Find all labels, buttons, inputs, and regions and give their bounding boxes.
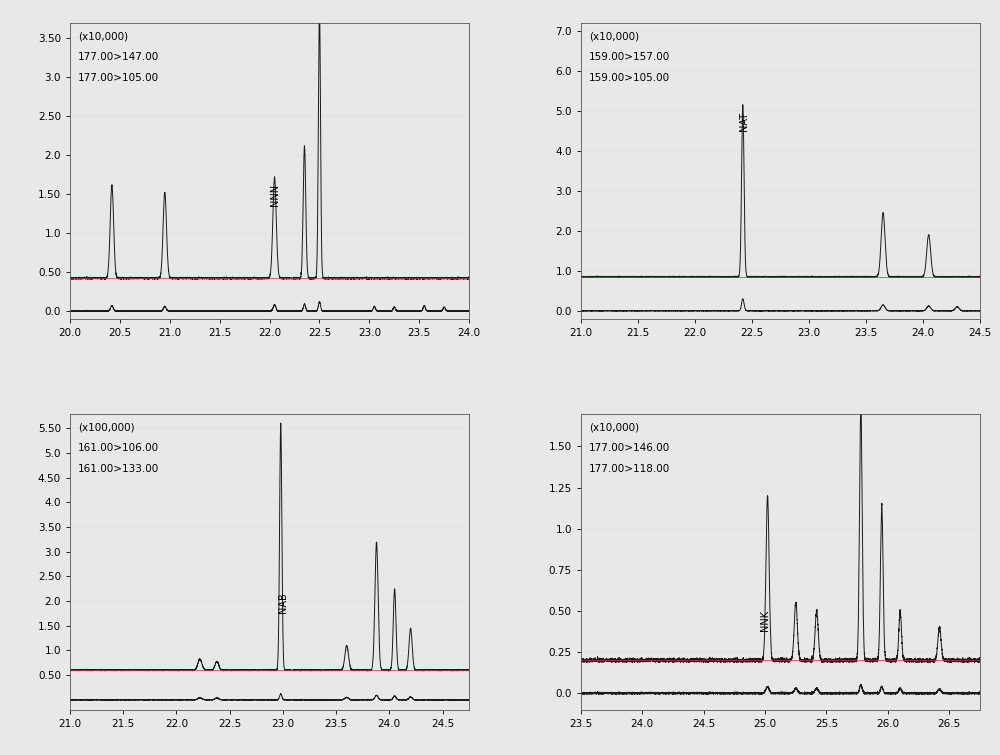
Text: 177.00>147.00: 177.00>147.00 [78,52,159,62]
Text: NAB: NAB [278,593,288,614]
Text: NNK: NNK [760,609,770,630]
Text: 161.00>133.00: 161.00>133.00 [78,464,159,474]
Text: 177.00>118.00: 177.00>118.00 [589,464,670,474]
Text: 177.00>146.00: 177.00>146.00 [589,443,670,453]
Text: 161.00>106.00: 161.00>106.00 [78,443,159,453]
Text: (x100,000): (x100,000) [78,423,135,433]
Text: NAT: NAT [739,112,749,131]
Text: (x10,000): (x10,000) [78,32,128,42]
Text: (x10,000): (x10,000) [589,32,639,42]
Text: 159.00>157.00: 159.00>157.00 [589,52,670,62]
Text: 159.00>105.00: 159.00>105.00 [589,73,670,83]
Text: 177.00>105.00: 177.00>105.00 [78,73,159,83]
Text: (x10,000): (x10,000) [589,423,639,433]
Text: NNN: NNN [270,183,280,206]
